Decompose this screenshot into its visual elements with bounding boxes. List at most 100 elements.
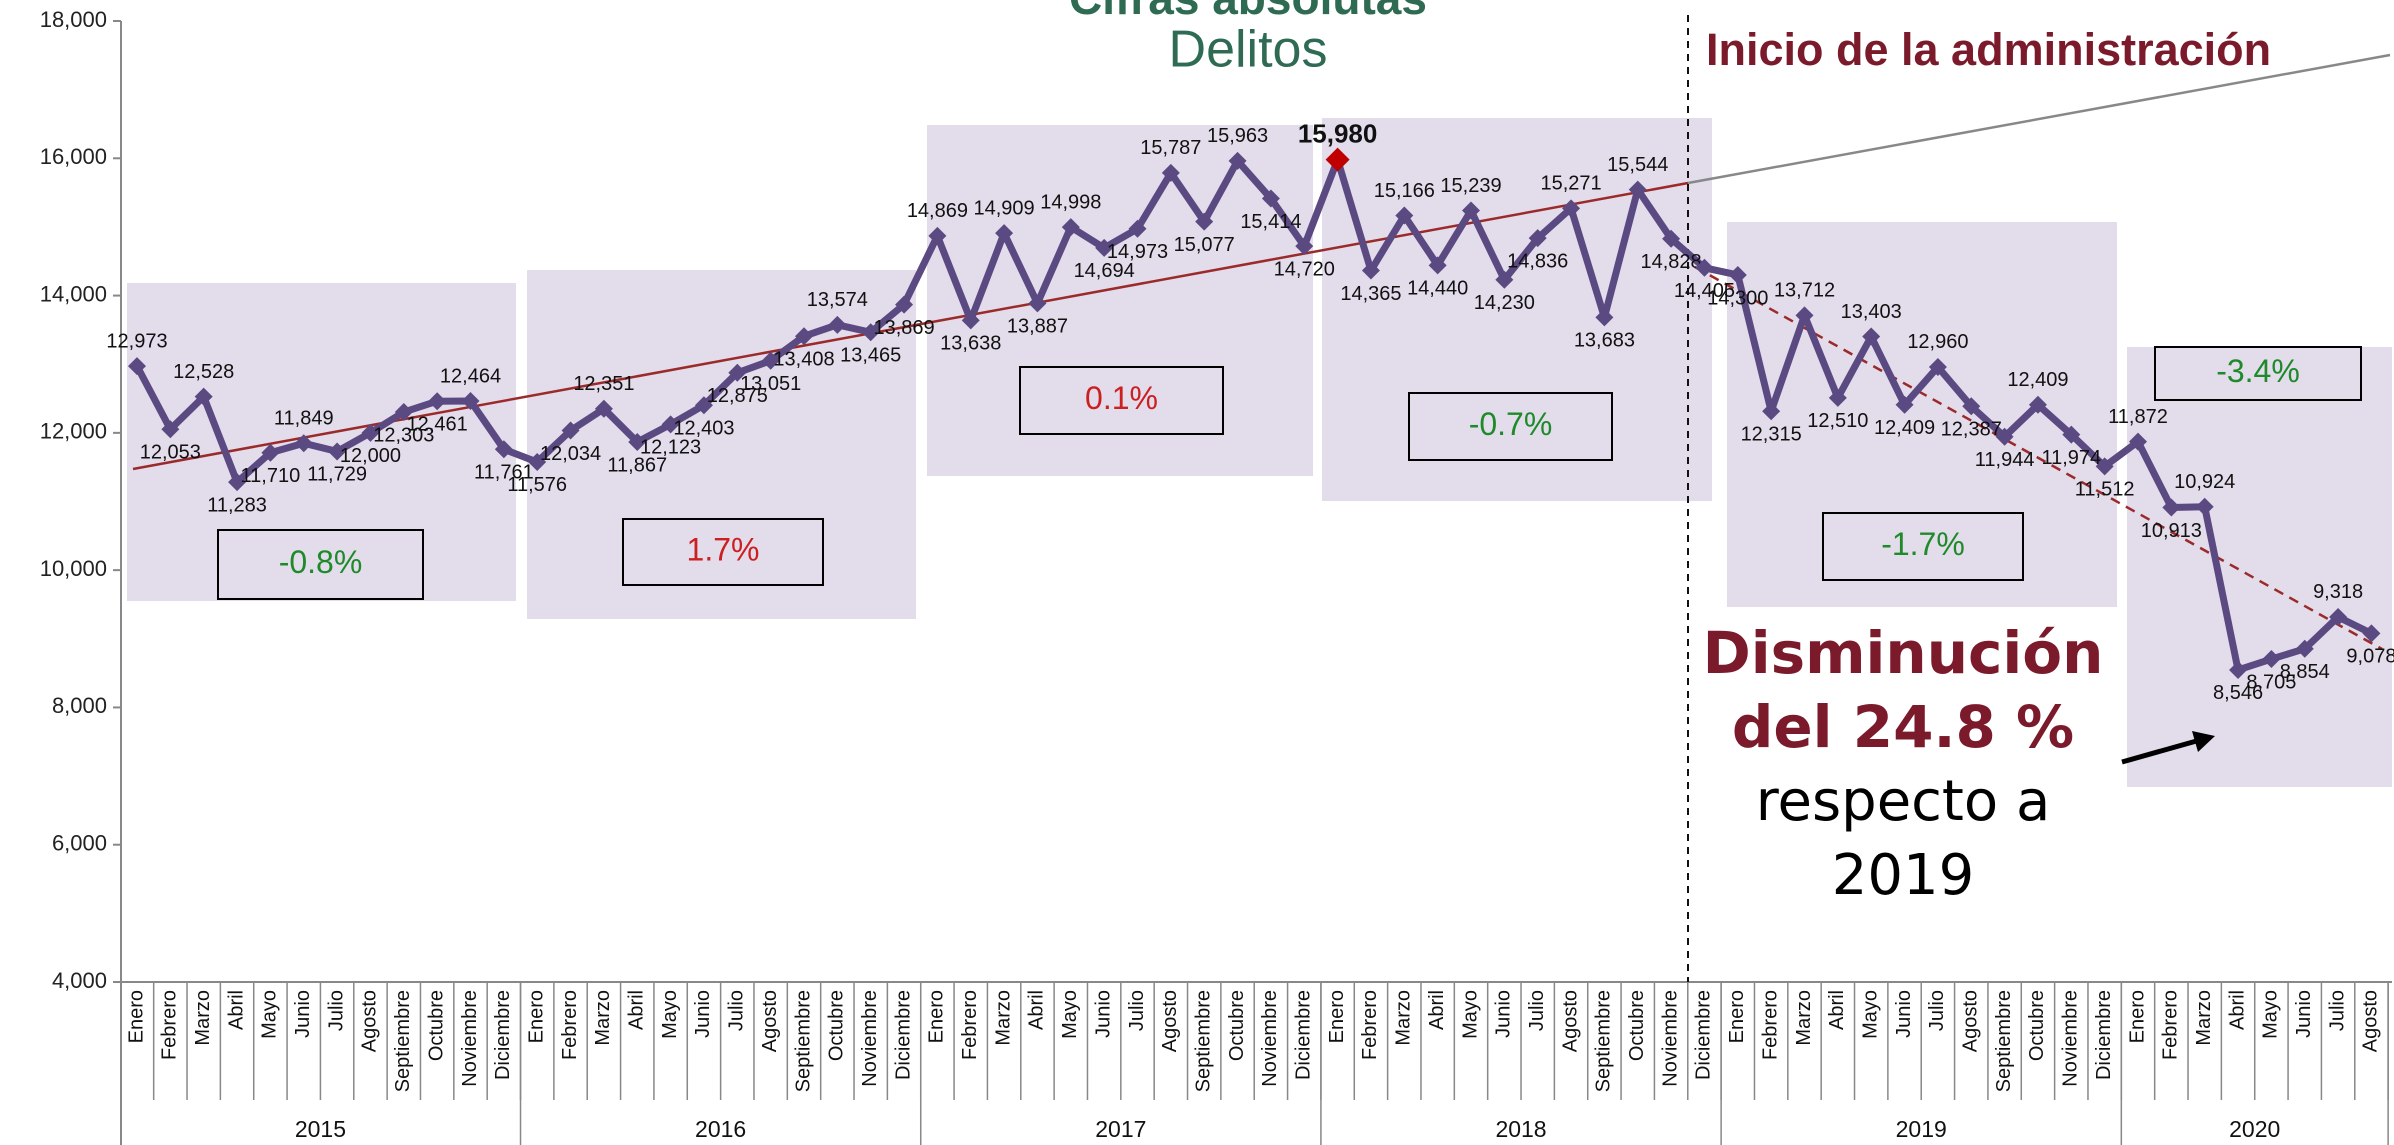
- data-label: 14,300: [1707, 287, 1768, 309]
- x-tick-label: Marzo: [1393, 990, 1415, 1046]
- change-label: -0.7%: [1469, 406, 1553, 442]
- data-label: 12,034: [540, 443, 601, 465]
- x-tick-label: Junio: [692, 990, 714, 1038]
- y-tick-label: 14,000: [40, 281, 107, 306]
- x-tick-label: Mayo: [1859, 990, 1881, 1039]
- data-label: 14,909: [974, 197, 1035, 219]
- x-tick-label: Agosto: [759, 990, 781, 1052]
- y-tick-label: 6,000: [52, 831, 107, 856]
- x-tick-label: Septiembre: [1593, 990, 1615, 1092]
- x-tick-label: Enero: [525, 990, 547, 1043]
- x-tick-label: Noviembre: [1259, 990, 1281, 1087]
- x-tick-label: Febrero: [559, 990, 581, 1060]
- x-tick-label: Diciembre: [892, 990, 914, 1080]
- data-label: 11,710: [241, 465, 301, 487]
- x-tick-label: Mayo: [1059, 990, 1081, 1039]
- data-label: 12,123: [640, 437, 701, 459]
- x-tick-label: Septiembre: [1993, 990, 2015, 1092]
- x-tick-label: Abril: [225, 990, 247, 1030]
- x-tick-label: Enero: [125, 990, 147, 1043]
- x-tick-label: Junio: [1493, 990, 1515, 1038]
- x-tick-label: Septiembre: [1192, 990, 1214, 1092]
- change-label: -0.8%: [279, 544, 363, 580]
- x-tick-label: Noviembre: [859, 990, 881, 1087]
- year-label: 2016: [695, 1116, 746, 1142]
- x-tick-label: Septiembre: [392, 990, 414, 1092]
- x-tick-label: Octubre: [1226, 990, 1248, 1061]
- x-tick-label: Noviembre: [1659, 990, 1681, 1087]
- x-tick-label: Enero: [1326, 990, 1348, 1043]
- data-label: 11,512: [2075, 479, 2135, 501]
- data-label: 12,000: [340, 445, 401, 467]
- data-label: 13,887: [1007, 316, 1068, 338]
- data-label: 14,836: [1507, 250, 1568, 272]
- x-tick-label: Febrero: [2160, 990, 2182, 1060]
- x-tick-label: Abril: [2226, 990, 2248, 1030]
- data-label: 14,365: [1340, 283, 1401, 305]
- x-tick-label: Mayo: [1459, 990, 1481, 1039]
- year-label: 2019: [1896, 1116, 1947, 1142]
- data-label: 12,403: [673, 417, 734, 439]
- x-tick-label: Julio: [1126, 990, 1148, 1031]
- x-tick-label: Junio: [1092, 990, 1114, 1038]
- x-tick-label: Enero: [1726, 990, 1748, 1043]
- x-tick-label: Julio: [1926, 990, 1948, 1031]
- x-tick-label: Mayo: [2260, 990, 2282, 1039]
- x-tick-label: Diciembre: [1293, 990, 1315, 1080]
- data-label: 14,720: [1274, 258, 1335, 280]
- data-label: 15,414: [1240, 211, 1301, 233]
- x-tick-label: Marzo: [2193, 990, 2215, 1046]
- x-tick-label: Diciembre: [492, 990, 514, 1080]
- data-label: 14,998: [1040, 191, 1101, 213]
- data-label: 12,464: [440, 365, 501, 387]
- x-tick-label: Diciembre: [1693, 990, 1715, 1080]
- change-label: 0.1%: [1085, 380, 1158, 416]
- x-tick-label: Septiembre: [792, 990, 814, 1092]
- data-label: 10,913: [2141, 520, 2202, 542]
- x-tick-label: Marzo: [192, 990, 214, 1046]
- data-label: 13,638: [940, 333, 1001, 355]
- data-label: 15,239: [1440, 175, 1501, 197]
- x-tick-label: Julio: [325, 990, 347, 1031]
- data-label: 13,712: [1774, 280, 1835, 302]
- y-tick-label: 4,000: [52, 968, 107, 993]
- x-tick-label: Diciembre: [2093, 990, 2115, 1080]
- y-tick-label: 8,000: [52, 693, 107, 718]
- data-label: 8,854: [2280, 661, 2330, 683]
- annotation: Inicio de la administración: [1706, 24, 2271, 75]
- data-label: 10,924: [2174, 471, 2235, 493]
- annotation: 2019: [1832, 843, 1975, 908]
- x-tick-label: Agosto: [1559, 990, 1581, 1052]
- x-tick-label: Octubre: [2026, 990, 2048, 1061]
- x-tick-label: Abril: [1026, 990, 1048, 1030]
- data-label: 13,051: [740, 373, 801, 395]
- data-label: 13,574: [807, 289, 868, 311]
- data-label: 13,683: [1574, 330, 1635, 352]
- x-tick-label: Febrero: [1359, 990, 1381, 1060]
- data-label: 12,409: [1874, 417, 1935, 439]
- x-tick-label: Marzo: [592, 990, 614, 1046]
- x-tick-label: Junio: [2293, 990, 2315, 1038]
- data-label: 15,166: [1374, 180, 1435, 202]
- y-tick-label: 16,000: [40, 144, 107, 169]
- x-tick-label: Febrero: [959, 990, 981, 1060]
- y-tick-label: 10,000: [40, 556, 107, 581]
- data-label: 9,078: [2346, 646, 2394, 668]
- data-label: 11,283: [207, 494, 267, 516]
- data-label: 15,963: [1207, 125, 1268, 147]
- data-label: 15,077: [1174, 234, 1235, 256]
- data-label: 12,973: [106, 330, 167, 352]
- year-label: 2015: [295, 1116, 346, 1142]
- data-label: 12,461: [407, 413, 468, 435]
- x-tick-label: Octubre: [425, 990, 447, 1061]
- change-label: -3.4%: [2216, 353, 2300, 389]
- year-label: 2020: [2229, 1116, 2280, 1142]
- x-tick-label: Febrero: [1759, 990, 1781, 1060]
- data-label: 14,230: [1474, 292, 1535, 314]
- chart-subtitle: Delitos: [1169, 21, 1328, 79]
- data-label: 11,849: [274, 408, 334, 430]
- data-label: 12,510: [1807, 410, 1868, 432]
- x-tick-label: Agosto: [359, 990, 381, 1052]
- data-label: 14,869: [907, 200, 968, 222]
- x-tick-label: Noviembre: [459, 990, 481, 1087]
